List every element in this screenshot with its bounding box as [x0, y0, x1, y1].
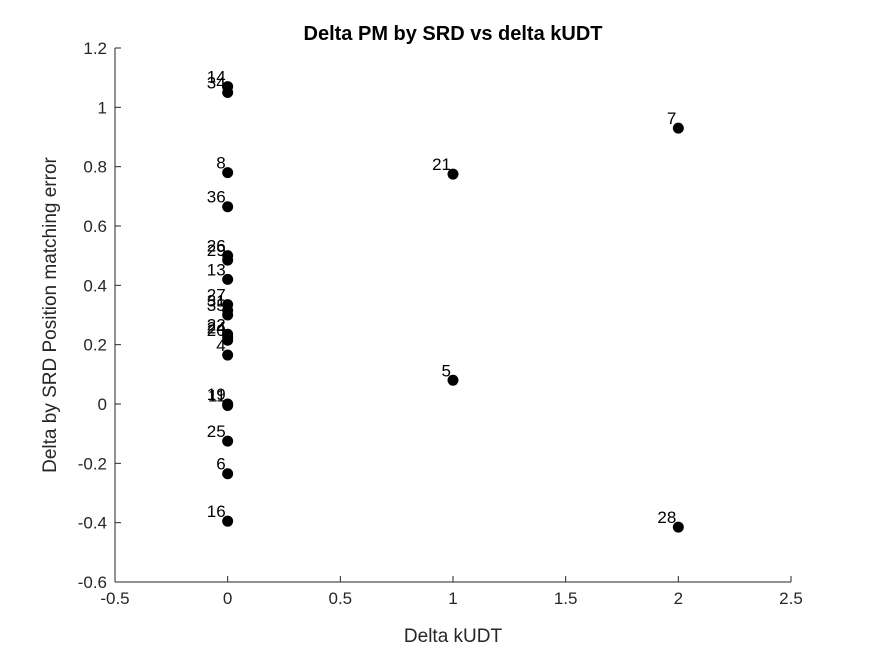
data-point-label: 35 — [207, 296, 226, 315]
y-tick-label: 0.2 — [83, 336, 107, 355]
data-point-label: 8 — [216, 154, 225, 173]
y-tick-label: 0.4 — [83, 276, 107, 295]
y-tick-label: -0.6 — [78, 573, 107, 592]
data-point-label: 7 — [667, 109, 676, 128]
y-ticks: -0.6 -0.4 -0.2 0 0.2 0.4 0.6 0.8 1 1.2 — [78, 39, 121, 592]
y-tick-label: -0.4 — [78, 514, 107, 533]
y-tick-label: 0.8 — [83, 158, 107, 177]
data-point — [222, 399, 234, 411]
data-point-label: 19 — [207, 385, 226, 404]
data-point — [222, 167, 234, 179]
data-point — [672, 122, 684, 134]
x-tick-label: 0.5 — [329, 589, 353, 608]
x-tick-label: 1 — [448, 589, 457, 608]
y-tick-label: 1 — [98, 98, 107, 117]
data-point-label: 26 — [207, 237, 226, 256]
data-point-label: 22 — [207, 315, 226, 334]
data-point-label: 24 — [207, 318, 226, 337]
y-tick-label: 1.2 — [83, 39, 107, 58]
data-point-label: 20 — [207, 321, 226, 340]
data-point-label: 13 — [207, 260, 226, 279]
data-point-label: 16 — [207, 502, 226, 521]
data-point — [222, 349, 234, 361]
data-point — [222, 309, 234, 321]
x-axis-label: Delta kUDT — [404, 626, 503, 647]
data-point — [447, 168, 459, 180]
chart-title: Delta PM by SRD vs delta kUDT — [304, 23, 603, 45]
x-tick-label: 1.5 — [554, 589, 578, 608]
data-points — [222, 81, 684, 533]
data-point-label: 14 — [207, 68, 226, 87]
x-tick-label: 2.5 — [779, 589, 803, 608]
y-tick-label: 0 — [98, 395, 107, 414]
data-point-label: 21 — [432, 155, 451, 174]
data-point-label: 36 — [207, 188, 226, 207]
data-point-label: 34 — [207, 74, 226, 93]
data-point-label: 5 — [442, 361, 451, 380]
y-axis-label: Delta by SRD Position matching error — [40, 156, 61, 472]
x-tick-label: 0 — [223, 589, 232, 608]
x-ticks: -0.5 0 0.5 1 1.5 2 2.5 — [100, 576, 803, 608]
data-point — [222, 254, 234, 266]
data-point — [672, 521, 684, 533]
y-tick-label: -0.2 — [78, 454, 107, 473]
data-point — [222, 273, 234, 285]
x-tick-label: 2 — [674, 589, 683, 608]
data-point-label: 28 — [657, 508, 676, 527]
data-point — [222, 334, 234, 346]
data-point — [222, 201, 234, 213]
data-point-label: 4 — [216, 336, 225, 355]
data-point-label: 11 — [208, 386, 226, 405]
data-point — [222, 515, 234, 527]
y-tick-label: 0.6 — [83, 217, 107, 236]
data-point-label: 31 — [207, 292, 226, 311]
data-point — [447, 374, 459, 386]
data-point — [222, 468, 234, 480]
data-point — [222, 435, 234, 447]
data-point-label: 25 — [207, 422, 226, 441]
data-point-label: 29 — [207, 241, 226, 260]
data-point-label: 27 — [207, 286, 226, 305]
data-point-label: 6 — [216, 455, 225, 474]
x-tick-label: -0.5 — [100, 589, 129, 608]
data-point — [222, 87, 234, 98]
